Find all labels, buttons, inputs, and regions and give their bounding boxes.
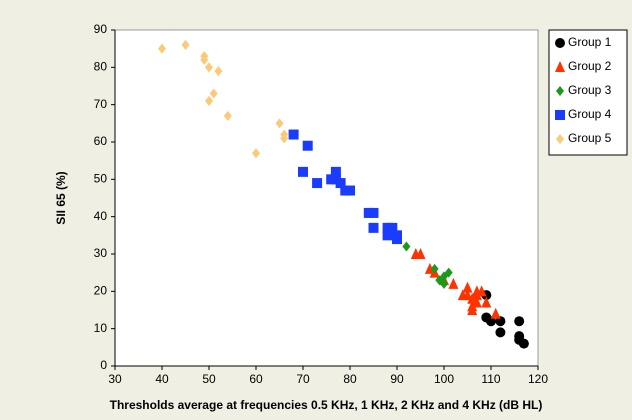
x-tick-label: 60 [249,372,263,386]
data-point [462,289,473,301]
y-tick-label: 70 [94,97,108,111]
y-tick-label: 40 [94,209,108,223]
data-point [514,316,525,327]
y-tick-label: 10 [94,321,108,335]
data-point [205,62,213,73]
data-point [280,133,289,144]
data-point [382,230,393,241]
y-tick-label: 50 [94,172,108,186]
data-point [209,88,218,99]
x-tick-label: 50 [202,372,216,386]
x-tick-label: 70 [296,372,310,386]
legend-label: Group 2 [568,59,612,73]
legend-label: Group 5 [568,131,612,145]
data-point [392,234,402,245]
legend-label: Group 3 [568,83,612,97]
data-point [448,277,459,289]
data-point [471,296,482,308]
data-point [430,263,439,274]
data-point [481,296,492,308]
data-point [490,307,501,319]
data-point [181,39,190,50]
x-tick-label: 120 [528,372,548,386]
data-point [415,248,426,259]
y-tick-label: 90 [94,22,108,36]
data-point [312,178,323,189]
x-tick-label: 40 [155,372,169,386]
plot-area [114,29,539,367]
data-point [330,166,341,177]
data-point [368,207,379,218]
legend-label: Group 4 [568,107,612,121]
legend-label: Group 1 [568,35,612,49]
data-point [518,338,529,349]
data-point [467,300,478,312]
x-tick-label: 30 [108,372,122,386]
legend-marker [555,110,565,120]
data-point [387,222,398,233]
x-tick-label: 110 [481,372,500,386]
y-tick-label: 20 [94,284,108,298]
data-point [495,327,506,338]
x-tick-label: 80 [343,372,357,386]
data-point [345,185,355,196]
data-point [476,285,487,297]
legend-marker [555,61,565,72]
data-point [402,241,411,252]
data-point [444,267,453,278]
data-point [440,278,448,289]
data-point [158,43,166,54]
data-point [205,95,213,106]
x-tick-label: 100 [434,372,454,386]
x-axis-title: Thresholds average at frequencies 0.5 KH… [110,398,543,412]
legend-marker [555,38,565,48]
data-point [200,54,209,65]
legend-marker [556,86,564,96]
data-point [467,292,478,304]
y-tick-label: 60 [94,134,108,148]
y-axis-title: SII 65 (%) [54,171,68,224]
data-point [214,66,223,77]
y-tick-label: 0 [100,358,107,372]
data-point [302,140,313,151]
data-point [298,166,308,177]
data-point [223,110,232,121]
data-point [275,118,284,129]
x-tick-label: 90 [390,372,404,386]
data-point [252,148,260,159]
data-point [424,262,435,274]
data-point [462,281,473,293]
y-tick-label: 30 [94,246,108,260]
data-point [335,178,346,189]
data-point [471,289,482,301]
data-point [368,222,379,233]
y-tick-label: 80 [94,60,108,74]
data-point [288,129,299,140]
legend-marker [556,134,564,144]
